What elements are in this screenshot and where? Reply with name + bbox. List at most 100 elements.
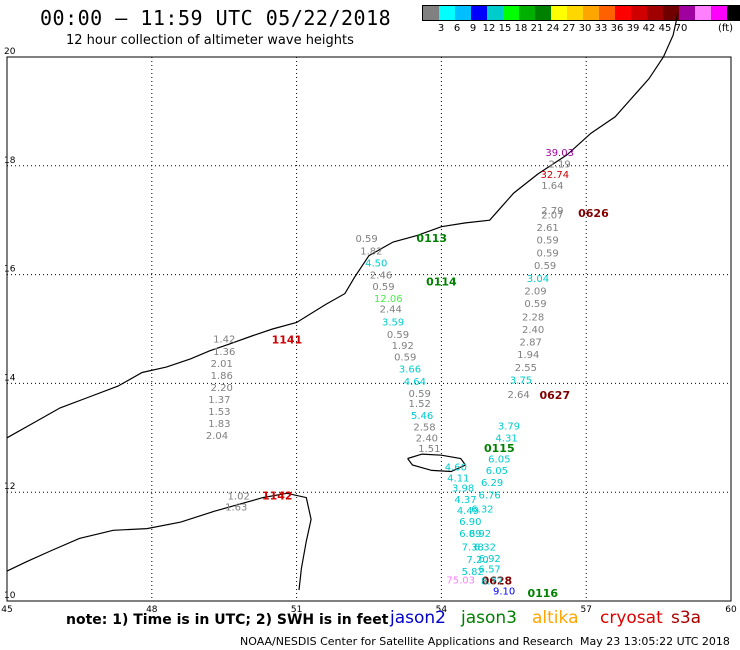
wave-height-value: 4.31 (495, 434, 517, 445)
wave-height-value: 7.38 (462, 542, 484, 553)
wave-height-value: 1.37 (208, 395, 230, 406)
lat-tick-label: 14 (4, 373, 16, 383)
satellite-legend-s3a: s3a (671, 608, 702, 628)
wave-height-value: 2.04 (206, 431, 228, 442)
wave-height-value: 6.92 (469, 529, 491, 540)
legend-tick-label: 33 (594, 23, 608, 34)
legend-tick-label: 42 (642, 23, 656, 34)
wave-height-value: 1.64 (541, 181, 563, 192)
wave-height-value: 1.83 (208, 419, 230, 430)
wave-height-value: 4.49 (457, 506, 479, 517)
wave-height-value: 4.64 (404, 377, 426, 388)
lat-tick-label: 16 (4, 265, 16, 275)
legend-tick-label: 70 (674, 23, 688, 34)
legend-tick-label: 21 (530, 23, 544, 34)
coastline (6, 492, 312, 591)
color-legend: 3 6 9 12 15 18 21 24 27 30 33 36 39 42 45 70 (ft) (422, 5, 740, 35)
wave-height-value: 3.59 (382, 318, 404, 329)
wave-height-value: 9.10 (493, 586, 515, 597)
legend-swatch (471, 6, 487, 20)
legend-tick-label: 36 (610, 23, 624, 34)
pass-0115: 3.794.316.056.056.296.766.326.926.326.92… (469, 422, 520, 588)
legend-tick-label: 9 (469, 23, 477, 34)
pass-0627: 3.04 2.090.59 2.28 2.402.87 1.94 2.553.75 2.64… (507, 274, 570, 402)
wave-height-value: 1.53 (208, 407, 230, 418)
wave-height-value: 0.59 (534, 261, 556, 272)
wave-height-value: 4.11 (447, 473, 469, 484)
wave-height-value: 5.82 (462, 567, 484, 578)
legend-tick-label: 24 (546, 23, 560, 34)
legend-tick-label: 45 (658, 23, 672, 34)
legend-swatch (647, 6, 663, 20)
legend-swatches (422, 5, 740, 21)
legend-unit: (ft) (718, 23, 734, 34)
wave-height-value: 6.89 (459, 529, 481, 540)
wave-height-value: 0.59 (387, 330, 409, 341)
legend-tick-label: 30 (578, 23, 592, 34)
wave-height-value: 0.59 (372, 282, 394, 293)
wave-height-value: 5.46 (411, 411, 433, 422)
satellite-legend-jason3: jason3 (461, 608, 517, 628)
wave-height-value: 2.28 (522, 312, 544, 323)
wave-height-value: 6.90 (459, 517, 481, 528)
satellite-legend-cryosat: cryosat (600, 608, 663, 628)
legend-swatch (727, 6, 740, 20)
wave-height-value: 3.75 (510, 375, 532, 386)
wave-height-value: 1.02 (228, 491, 250, 502)
wave-height-value: 4.50 (365, 258, 387, 269)
pass-label: 1141 (272, 334, 303, 347)
coastline (6, 13, 679, 439)
wave-height-value: 2.58 (413, 423, 435, 434)
pass-label: 0628 (482, 575, 513, 588)
wave-height-value: 2.19 (549, 159, 571, 170)
legend-swatch (663, 6, 679, 20)
legend-swatch (519, 6, 535, 20)
legend-swatch (631, 6, 647, 20)
legend-swatch (535, 6, 551, 20)
wave-height-value: 0.59 (524, 299, 546, 310)
legend-labels: 3 6 9 12 15 18 21 24 27 30 33 36 39 42 45 70 (ft) (422, 21, 740, 35)
wave-height-value: 0.59 (409, 389, 431, 400)
coastline (407, 453, 467, 473)
wave-height-value: 2.44 (380, 305, 402, 316)
wave-height-value: 1.86 (211, 371, 233, 382)
wave-height-value: 8.77 (481, 577, 503, 588)
legend-tick-label: 15 (498, 23, 512, 34)
pass-label: 0115 (484, 442, 515, 455)
legend-swatch (487, 6, 503, 20)
wave-height-value: 2.07 (541, 211, 563, 222)
lon-tick-label: 48 (146, 605, 158, 615)
wave-height-value: 2.64 (507, 390, 529, 401)
pass-1142: 1.021.63 1142 (225, 489, 292, 513)
wave-height-value: 12.06 (374, 294, 403, 305)
wave-height-value: 2.87 (520, 337, 542, 348)
wave-height-value: 6.92 (479, 554, 501, 565)
wave-height-value: 6.29 (481, 478, 503, 489)
wave-height-value: 6.76 (479, 491, 501, 502)
wave-height-value: 1.51 (418, 444, 440, 455)
wave-height-value: 1.36 (213, 347, 235, 358)
lon-tick-label: 57 (580, 605, 591, 615)
pass-0116: 4.604.113.984.374.496.906.89 7.38 7.205.82… (445, 462, 559, 600)
wave-height-value: 0.59 (355, 234, 377, 245)
legend-swatch (695, 6, 711, 20)
wave-height-value: 6.05 (488, 454, 510, 465)
wave-height-value: 3.66 (399, 365, 421, 376)
legend-swatch (679, 6, 695, 20)
footnote: note: 1) Time is in UTC; 2) SWH is in fe… (66, 612, 389, 628)
legend-swatch (599, 6, 615, 20)
wave-height-value: 3.98 (452, 484, 474, 495)
wave-height-value: 2.79 (541, 206, 563, 217)
pass-label: 0627 (540, 389, 571, 402)
wave-height-value: 1.42 (213, 335, 235, 346)
map-title: 00:00 – 11:59 UTC 05/22/2018 (40, 6, 392, 30)
wave-height-value: 39.03 (545, 148, 574, 159)
wave-height-value: 3.04 (527, 274, 549, 285)
satellite-legend-altika: altika (532, 608, 579, 628)
wave-height-value: 2.55 (515, 363, 537, 374)
pass-label: 0114 (426, 275, 457, 288)
pass-0626: 39.032.1932.741.642.792.072.610.590.590.… (534, 148, 609, 272)
lon-tick-label: 45 (1, 605, 12, 615)
